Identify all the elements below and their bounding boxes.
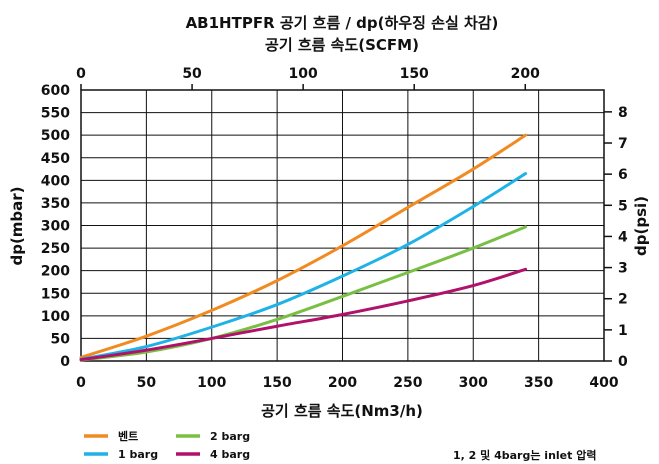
x-tick-label: 300 — [459, 375, 488, 391]
y2-tick-label: 7 — [618, 136, 628, 152]
series-line-4 — [79, 267, 528, 362]
y-tick-label: 600 — [41, 83, 70, 99]
y2-tick-label: 6 — [618, 167, 628, 183]
y-tick-label: 350 — [41, 196, 70, 212]
series-line-3 — [79, 225, 528, 362]
top-x-tick-label: 150 — [400, 66, 429, 82]
series-line-2 — [79, 172, 528, 361]
legend-label: 벤트 — [118, 429, 138, 443]
x-tick-label: 400 — [589, 375, 618, 391]
inlet-pressure-note: 1, 2 및 4barg는 inlet 압력 — [453, 448, 596, 462]
y-tick-label: 100 — [41, 309, 70, 325]
axes — [80, 84, 612, 362]
y2-tick-label: 1 — [618, 323, 628, 339]
x-tick-label: 250 — [393, 375, 422, 391]
x-tick-label: 0 — [76, 375, 86, 391]
top-x-tick-label: 50 — [182, 66, 202, 82]
top-x-tick-label: 100 — [289, 66, 318, 82]
y-axis-label: dp(mbar) — [8, 186, 26, 265]
y2-axis-label: dp(psi) — [632, 196, 650, 256]
x-tick-label: 100 — [197, 375, 226, 391]
legend-label: 2 barg — [210, 430, 250, 443]
y-tick-label: 300 — [41, 219, 70, 235]
y-tick-label: 500 — [41, 128, 70, 144]
y2-tick-label: 5 — [618, 198, 628, 214]
tick-labels: 0 50 100 150 200 250 300 350 4000501001502002503… — [41, 66, 628, 391]
y-tick-label: 200 — [41, 264, 70, 280]
top-x-tick-label: 0 — [76, 66, 86, 82]
legend: 벤트 1 barg 2 barg 4 barg — [84, 429, 250, 461]
series-line-1 — [79, 133, 528, 359]
y-tick-label: 0 — [60, 354, 70, 370]
x-axis-label: 공기 흐름 속도(Nm3/h) — [261, 402, 423, 420]
legend-label: 4 barg — [210, 448, 250, 461]
y2-tick-label: 3 — [618, 261, 628, 277]
chart-subtitle: 공기 흐름 속도(SCFM) — [265, 36, 419, 54]
y-tick-label: 550 — [41, 106, 70, 122]
y-tick-label: 250 — [41, 241, 70, 257]
y-tick-label: 150 — [41, 286, 70, 302]
top-x-tick-label: 200 — [511, 66, 540, 82]
series-lines — [79, 133, 528, 362]
x-tick-label: 350 — [524, 375, 553, 391]
y2-tick-label: 8 — [618, 105, 628, 121]
y2-tick-label: 2 — [618, 292, 628, 308]
chart-title: AB1HTPFR 공기 흐름 / dp(하우징 손실 차감) — [186, 14, 499, 32]
x-tick-label: 50 — [137, 375, 157, 391]
y2-tick-label: 0 — [618, 354, 628, 370]
y-tick-label: 400 — [41, 173, 70, 189]
y2-tick-label: 4 — [618, 229, 628, 245]
legend-label: 1 barg — [118, 448, 158, 461]
y-tick-label: 450 — [41, 151, 70, 167]
plot-frame — [80, 89, 605, 362]
x-tick-label: 150 — [263, 375, 292, 391]
y-tick-label: 50 — [51, 331, 71, 347]
x-tick-label: 200 — [328, 375, 357, 391]
